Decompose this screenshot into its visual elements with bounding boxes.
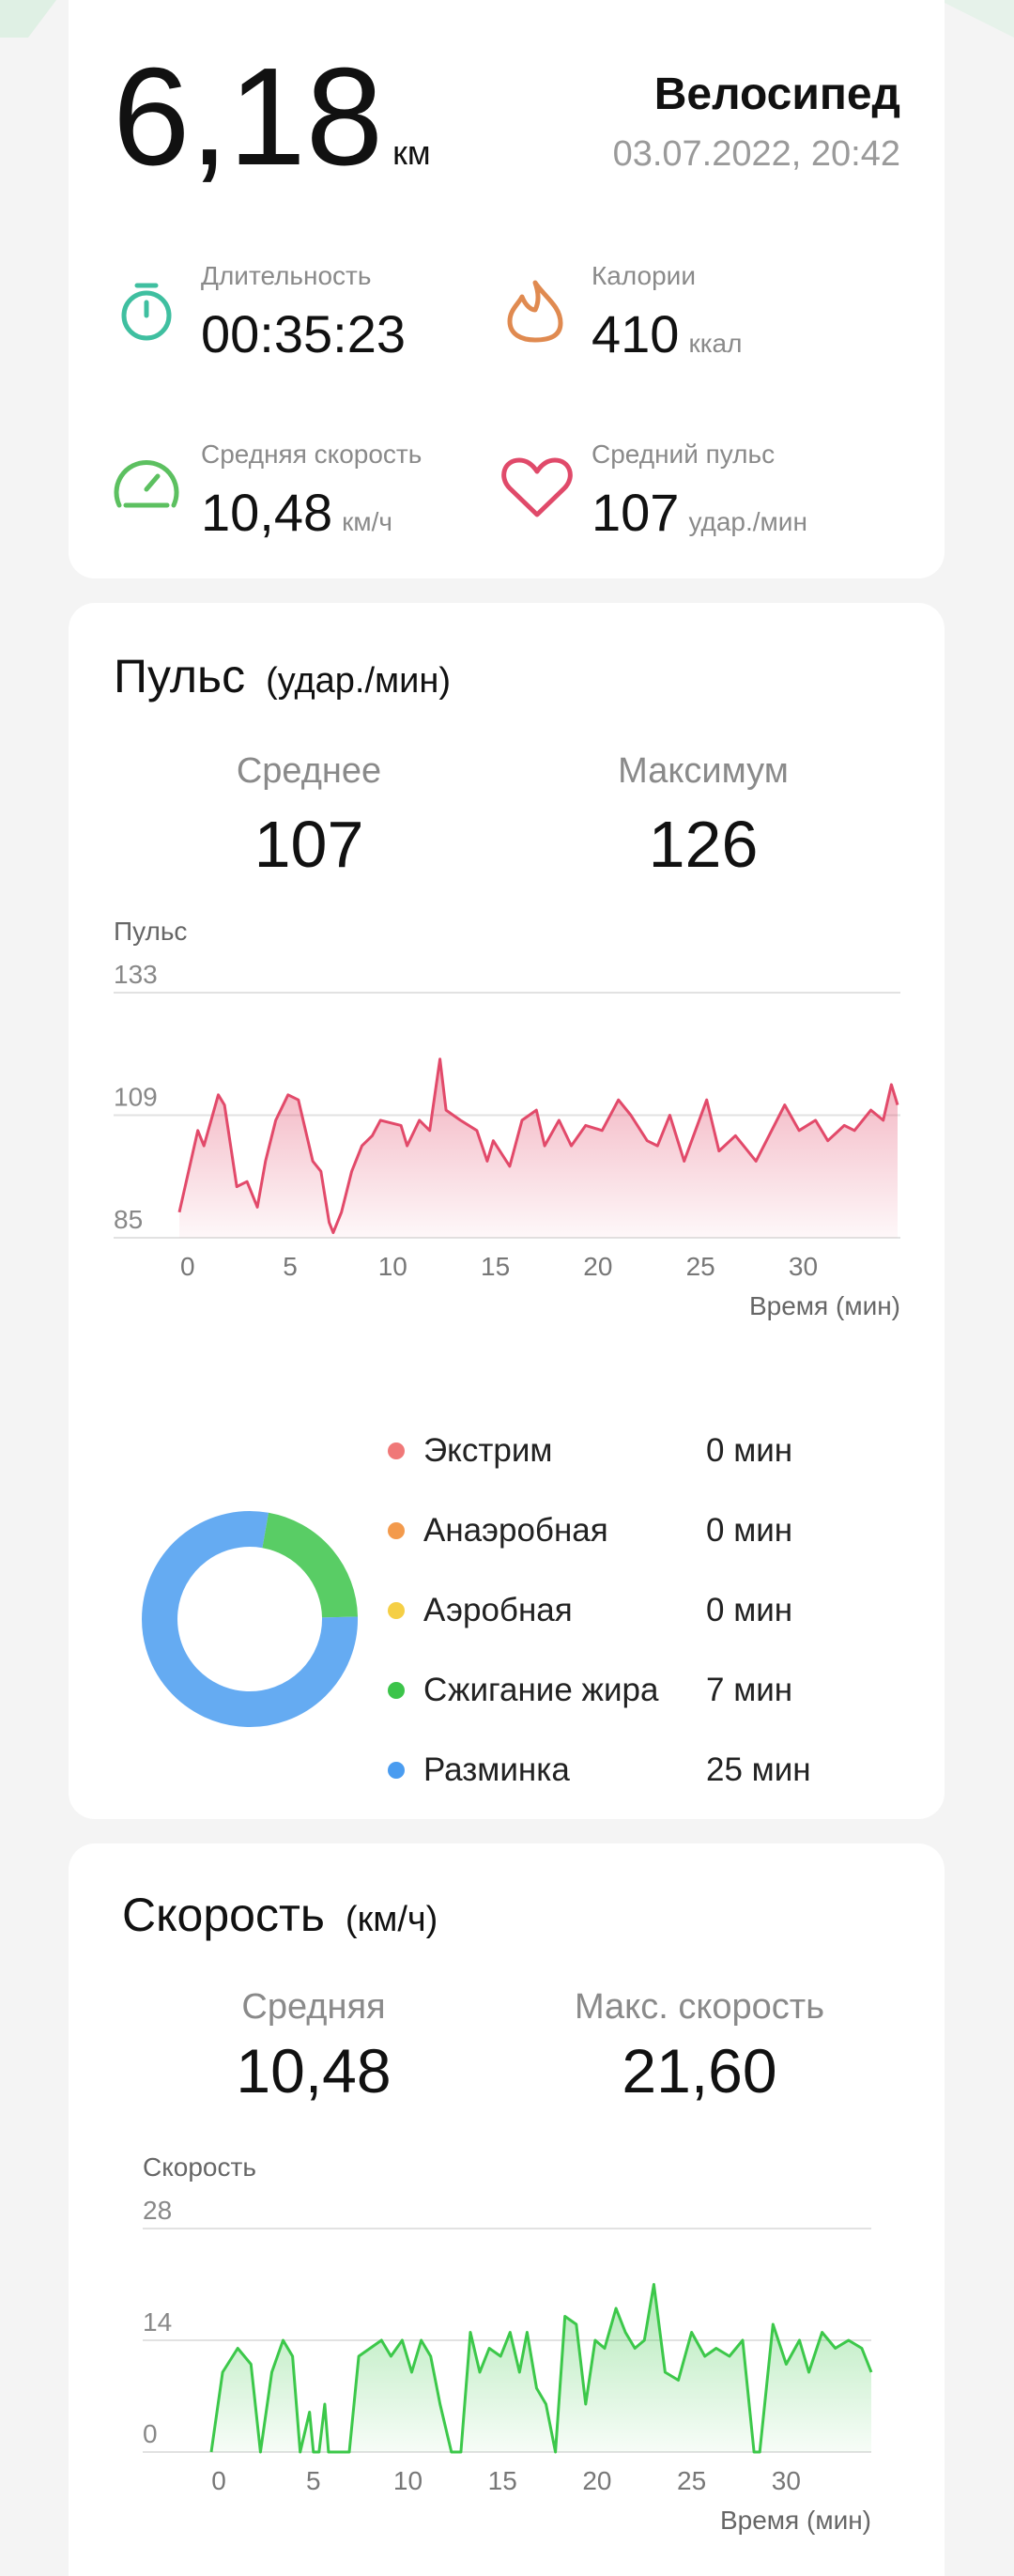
stat-label: Калории (592, 261, 696, 290)
y-tick-label: 14 (143, 2307, 172, 2337)
section-title: Пульс (удар./мин) (114, 650, 451, 702)
x-tick-label: 25 (677, 2466, 706, 2495)
legend-value: 0 мин (706, 1512, 792, 1549)
line (177, 1057, 899, 1235)
date: 03.07.2022, 20:42 (613, 134, 900, 174)
legend-name: Разминка (423, 1751, 570, 1788)
map-edge (939, 0, 1014, 38)
stat: 00:35:23 (201, 304, 406, 363)
y-tick-label: 28 (143, 2196, 172, 2225)
y-tick-label: 0 (143, 2419, 158, 2448)
avg-label: Средняя (241, 1987, 385, 2027)
section-title: Скорость (км/ч) (122, 1889, 438, 1941)
x-tick-label: 15 (488, 2466, 517, 2495)
stat-label: Длительность (201, 261, 371, 290)
x-tick-label: 0 (211, 2466, 226, 2495)
x-tick-label: 20 (582, 2466, 611, 2495)
y-tick-label: 85 (114, 1205, 143, 1234)
legend-name: Аэробная (423, 1592, 573, 1628)
legend-name: Экстрим (423, 1432, 552, 1469)
calories-icon (507, 280, 563, 343)
x-tick-label: 0 (180, 1252, 195, 1281)
legend-dot (388, 1522, 405, 1539)
stats: Длительность 00:35:23 Калории 410 ккал Средня… (201, 261, 807, 542)
legend-value: 7 мин (706, 1672, 792, 1708)
avg-value: 10,48 (236, 2036, 391, 2106)
x-tick-label: 15 (481, 1252, 510, 1281)
stat-value: 00:35:23 (201, 304, 406, 363)
y-axis-title: Скорость (143, 2152, 256, 2182)
unit: (км/ч) (346, 1900, 438, 1939)
line (209, 2283, 873, 2454)
stat: 410 ккал (592, 304, 742, 363)
distance-value: 6,18 км (113, 39, 431, 194)
summary-card (69, 0, 945, 578)
title: Пульс (114, 650, 245, 702)
stat-value: 10,48 (201, 483, 332, 542)
heart-icon (501, 457, 573, 517)
y-tick-label: 109 (114, 1083, 158, 1112)
area (179, 1058, 898, 1238)
timer-icon (121, 283, 172, 341)
x-axis-title: Время (мин) (749, 1291, 900, 1320)
max-value: 126 (649, 808, 759, 881)
unit: (удар./мин) (266, 661, 451, 701)
x-tick-label: 30 (789, 1252, 818, 1281)
map-edge (0, 0, 56, 38)
legend-value: 0 мин (706, 1432, 792, 1469)
x-tick-label: 20 (583, 1252, 612, 1281)
max-label: Максимум (618, 751, 789, 791)
stat: 107 удар./мин (592, 483, 807, 542)
legend-name: Сжигание жира (423, 1672, 659, 1708)
legend-dot (388, 1762, 405, 1779)
speed-icon (114, 459, 179, 508)
legend-name: Анаэробная (423, 1512, 608, 1549)
donut-segment (261, 1512, 358, 1618)
y-axis-title: Пульс (114, 917, 187, 946)
stat-value: 107 (592, 483, 679, 542)
stat-unit: удар./мин (688, 507, 807, 536)
activity: Велосипед (654, 69, 900, 119)
zones: Экстрим 0 мин Анаэробная 0 мин Аэробная 0 мин… (142, 1432, 811, 1788)
stat-label: Средний пульс (592, 440, 775, 469)
legend-value: 25 мин (706, 1751, 811, 1788)
x-tick-label: 5 (283, 1252, 298, 1281)
avg-value: 107 (254, 808, 364, 881)
distance-unit: км (392, 133, 431, 172)
y-tick-label: 133 (114, 960, 158, 989)
speed-chart: Скорость 0 14 28 0 5 10 15 20 25 30 Время (мин) (143, 2152, 873, 2535)
legend-dot (388, 1442, 405, 1459)
stat: 10,48 км/ч (201, 483, 392, 542)
stat-value: 410 (592, 304, 679, 363)
area (211, 2284, 871, 2452)
max-value: 21,60 (622, 2036, 776, 2106)
x-tick-label: 10 (378, 1252, 407, 1281)
stat-label: Средняя скорость (201, 440, 422, 469)
legend-value: 0 мин (706, 1592, 792, 1628)
donut-segment (142, 1511, 359, 1728)
title: Скорость (122, 1889, 325, 1941)
x-tick-label: 30 (772, 2466, 801, 2495)
distance: 6,18 (113, 39, 383, 194)
stat-unit: ккал (688, 329, 742, 358)
avg-label: Среднее (237, 751, 381, 791)
legend-dot (388, 1682, 405, 1699)
x-tick-label: 25 (686, 1252, 715, 1281)
x-tick-label: 5 (306, 2466, 321, 2495)
x-tick-label: 10 (393, 2466, 422, 2495)
stat-unit: км/ч (342, 507, 392, 536)
x-axis-title: Время (мин) (720, 2506, 871, 2535)
max-label: Макс. скорость (575, 1987, 824, 2027)
legend-dot (388, 1602, 405, 1619)
heart-rate-chart: Пульс 85 109 133 0 5 10 15 20 25 30 Время (мин) (114, 917, 900, 1320)
